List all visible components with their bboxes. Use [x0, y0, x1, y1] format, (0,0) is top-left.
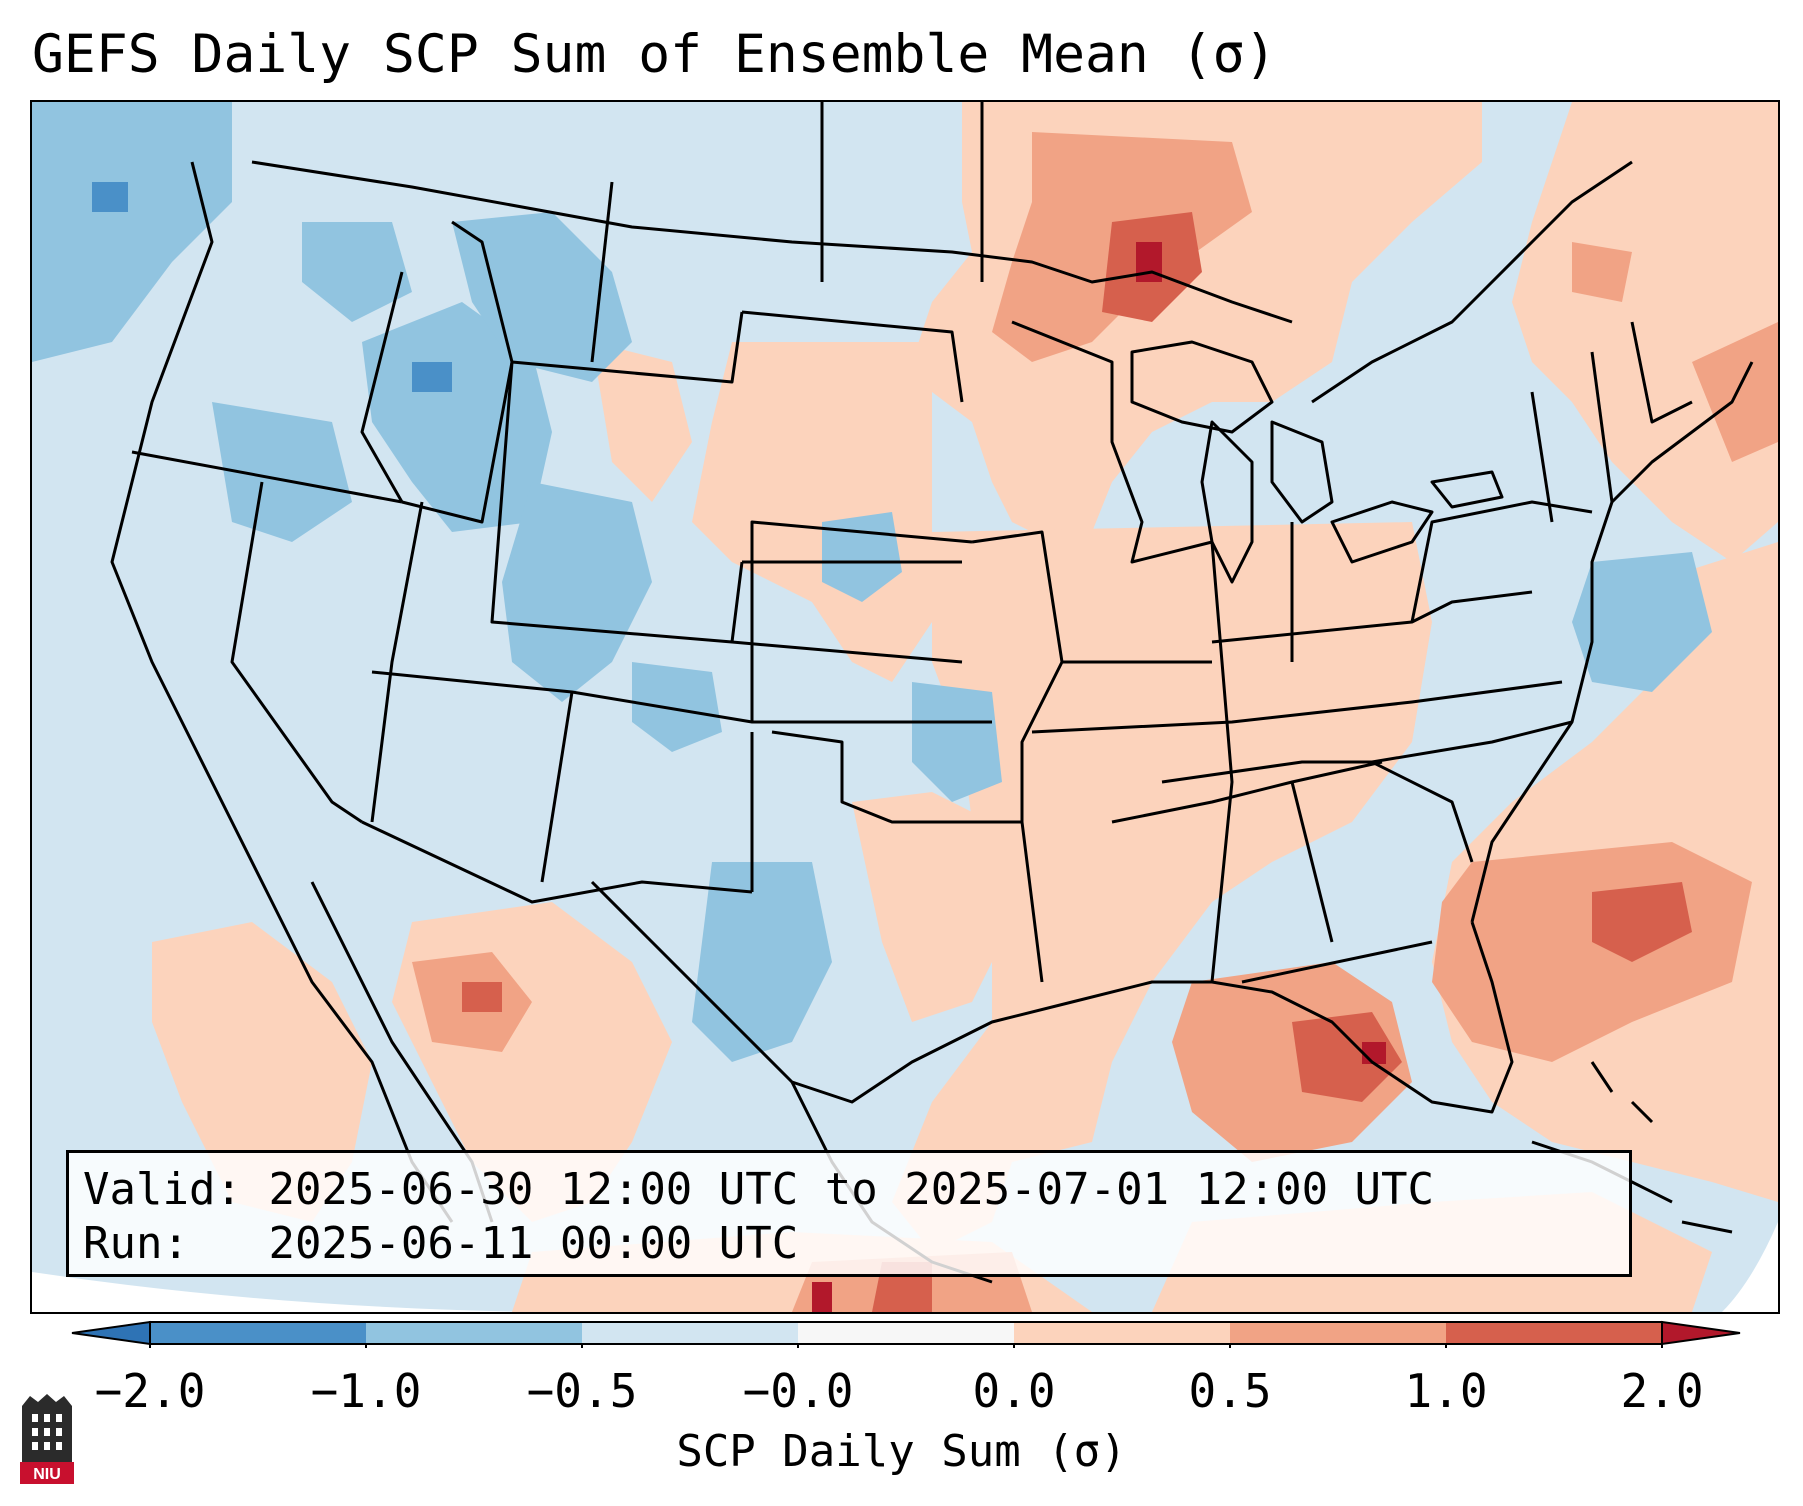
niu-logo: NIU — [20, 1394, 74, 1484]
page-title: GEFS Daily SCP Sum of Ensemble Mean (σ) — [32, 24, 1277, 85]
run-value: 2025-06-11 00:00 UTC — [268, 1218, 799, 1269]
colorbar-segment-4 — [798, 1322, 1014, 1344]
colorbar-segment-5 — [1014, 1322, 1230, 1344]
scp-map — [32, 102, 1778, 1312]
state-boundaries — [110, 102, 1754, 1284]
projection-edge — [32, 1272, 672, 1312]
projection-edge-right — [1722, 1222, 1778, 1312]
colorbar-ticks — [149, 1344, 1663, 1348]
run-label: Run: — [83, 1218, 189, 1269]
anomaly-negative-strong — [92, 182, 452, 392]
colorbar-label: SCP Daily Sum (σ) — [676, 1426, 1127, 1477]
anomaly-positive-medium — [412, 132, 1778, 1312]
colorbar-tick-label: 1.0 — [1404, 1364, 1488, 1418]
colorbar-extend-low — [71, 1320, 151, 1346]
valid-row: Valid: 2025-06-30 12:00 UTC to 2025-07-0… — [83, 1163, 1615, 1217]
valid-value: 2025-06-30 12:00 UTC to 2025-07-01 12:00… — [268, 1164, 1435, 1215]
valid-run-info-box: Valid: 2025-06-30 12:00 UTC to 2025-07-0… — [66, 1150, 1632, 1277]
colorbar-tick-label: 2.0 — [1620, 1364, 1704, 1418]
niu-logo-text: NIU — [33, 1466, 61, 1483]
colorbar-segment-2 — [366, 1322, 582, 1344]
niu-logo-banner — [20, 1462, 74, 1484]
colorbar-tick-label: 0.0 — [972, 1364, 1056, 1418]
colorbar-outline — [149, 1321, 1663, 1345]
valid-label: Valid: — [83, 1164, 242, 1215]
colorbar-tick-label: −0.5 — [526, 1364, 638, 1418]
colorbar-tick-label: −0.0 — [742, 1364, 854, 1418]
colorbar-segment-3 — [582, 1322, 798, 1344]
colorbar-tick-label: −2.0 — [94, 1364, 206, 1418]
colorbar — [71, 1320, 1741, 1348]
colorbar-tick-label: −1.0 — [310, 1364, 422, 1418]
colorbar-extend-high — [1661, 1320, 1741, 1346]
niu-logo-windows-icon — [32, 1414, 62, 1450]
colorbar-tick-label: 0.5 — [1188, 1364, 1272, 1418]
map-panel — [30, 100, 1780, 1314]
anomaly-negative-medium — [32, 102, 1712, 1062]
colorbar-segment-7 — [1446, 1322, 1662, 1344]
colorbar-segment-1 — [150, 1322, 366, 1344]
run-row: Run: 2025-06-11 00:00 UTC — [83, 1217, 1615, 1271]
colorbar-segment-6 — [1230, 1322, 1446, 1344]
